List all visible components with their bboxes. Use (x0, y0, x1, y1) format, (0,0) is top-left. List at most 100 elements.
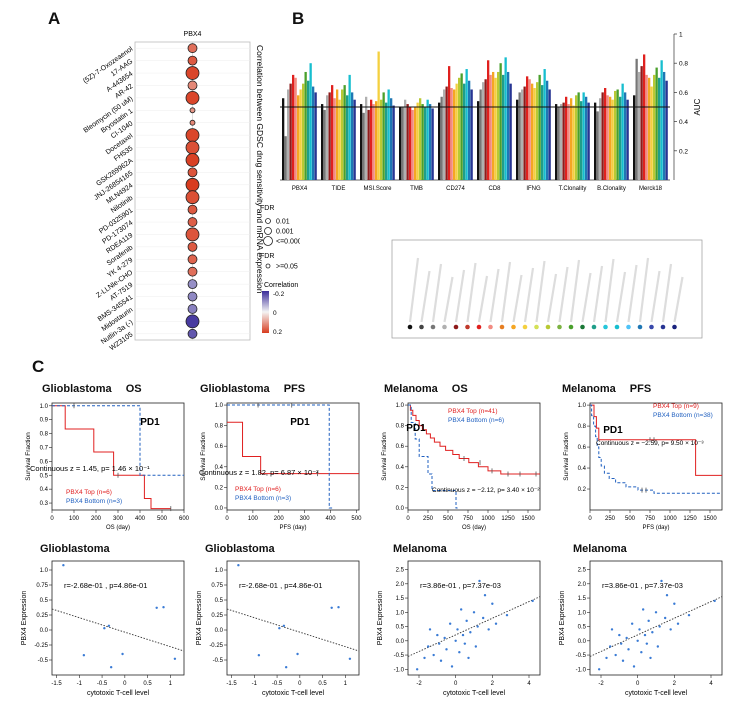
y-tick-label: 0.25 (211, 613, 223, 619)
y-tick-label: -0.5 (394, 653, 405, 659)
data-point (450, 665, 454, 668)
y-tick-label: 0.2 (679, 148, 688, 155)
data-point (257, 654, 261, 657)
data-point (469, 631, 472, 634)
bar (596, 111, 599, 180)
bar (582, 92, 585, 180)
bar (294, 77, 297, 180)
y-tick-label: 0.4 (215, 465, 224, 471)
bar (533, 88, 536, 180)
x-tick-label: 0.5 (143, 681, 152, 687)
data-point (103, 627, 106, 630)
x-tick-label: 600 (179, 516, 190, 522)
y-tick-label: -1.0 (576, 667, 587, 673)
data-point (676, 622, 680, 625)
y-tick-label: -0.5 (576, 653, 587, 659)
y-axis-label: PBX4 Expression (21, 591, 28, 646)
bar (367, 109, 370, 180)
stat-text: Continuous z = 1.82, p= 6.87 × 10⁻² (199, 468, 319, 477)
bar (609, 96, 612, 180)
bar (624, 92, 627, 180)
bar (643, 54, 646, 180)
x-tick-label: -2 (598, 681, 604, 687)
stat-text: r=-2.68e-01 , p=4.86e-01 (239, 581, 322, 590)
x-axis-label: PFS (day) (279, 525, 306, 531)
colorbar-title: Correlation (264, 282, 298, 289)
bar (421, 104, 424, 180)
x-tick-label: 250 (605, 516, 616, 522)
bar (453, 89, 456, 180)
legend-swatch (499, 324, 505, 330)
legend-fdr-label: 0.01 (276, 219, 290, 226)
plot-frame (407, 402, 541, 511)
bubble (187, 204, 198, 215)
data-point (605, 656, 608, 660)
legend-swatch (626, 324, 631, 330)
bar (504, 57, 507, 180)
data-point (459, 608, 463, 611)
data-point (645, 642, 649, 645)
data-point (82, 654, 86, 657)
x-tick-label: 4 (709, 681, 713, 687)
bar (604, 88, 607, 180)
plot-frame (51, 560, 185, 676)
bar (648, 77, 651, 180)
bar (621, 83, 624, 180)
legend-label-mark (650, 270, 661, 323)
x-tick-label: 500 (157, 516, 168, 522)
y-tick-label: 0.6 (40, 459, 49, 465)
legend-swatch (465, 324, 470, 330)
bar (580, 101, 583, 180)
data-point (663, 616, 667, 620)
bubble (187, 254, 198, 265)
x-tick-label: 0 (588, 516, 592, 522)
y-tick-label: 2.5 (396, 568, 405, 574)
plot-frame (589, 402, 723, 511)
bar (585, 96, 588, 180)
x-tick-label: 1 (344, 681, 348, 687)
bar (548, 89, 551, 180)
data-point (687, 613, 691, 617)
y-axis-label: AUC (693, 98, 702, 115)
stat-text: Continuous z = −2.59, p= 9.50 × 10⁻³ (596, 440, 704, 447)
bar (468, 80, 471, 180)
bar (341, 89, 344, 180)
bar (365, 96, 368, 180)
bubble (187, 55, 198, 66)
x-tick-label: 500 (625, 516, 636, 522)
sc1-title: Glioblastoma (40, 543, 110, 555)
colorbar-tick: 0.2 (273, 329, 282, 336)
data-point (627, 648, 630, 651)
fit-line (226, 608, 360, 652)
y-tick-label: 1.0 (578, 403, 587, 409)
legend-label-mark (512, 274, 523, 323)
bar (336, 89, 339, 180)
bar (528, 79, 531, 180)
y-tick-label: 0.0 (215, 628, 224, 634)
colorbar (262, 291, 269, 333)
bar (489, 74, 492, 180)
bubble (185, 314, 200, 329)
legend-label-mark (569, 259, 581, 323)
data-point (640, 651, 643, 654)
data-point (481, 616, 485, 620)
x-tick-label: 2 (673, 681, 677, 687)
bar (658, 77, 661, 180)
bar (380, 99, 383, 180)
data-point (121, 652, 124, 656)
legend-swatch (453, 324, 459, 330)
legend-fdr-circle (263, 236, 273, 246)
y-tick-label: 0.0 (578, 639, 587, 645)
data-point (621, 659, 625, 662)
y-tick-label: 1.0 (40, 404, 49, 410)
survival-curve (52, 405, 184, 476)
bar (399, 107, 402, 180)
data-point (107, 624, 111, 627)
data-point (660, 579, 663, 583)
y-tick-label: 0.6 (578, 445, 587, 451)
data-point (173, 657, 177, 660)
bar (499, 63, 502, 181)
y-tick-label: 0.0 (396, 506, 405, 512)
x-tick-label: 300 (113, 516, 124, 522)
x-tick-label: CD8 (488, 186, 501, 192)
